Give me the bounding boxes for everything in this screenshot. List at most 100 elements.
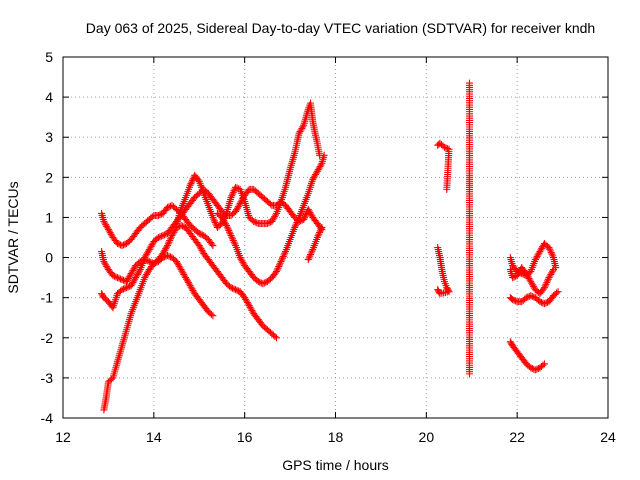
y-tick-label: 4 — [45, 89, 53, 105]
data-point-marker — [226, 228, 234, 236]
x-tick-label: 20 — [419, 429, 435, 445]
data-point-marker — [115, 240, 123, 248]
data-point-marker — [254, 278, 262, 286]
data-point-marker — [121, 284, 129, 292]
data-point-marker — [160, 231, 168, 239]
data-point-marker — [210, 217, 218, 225]
data-point-marker — [273, 266, 281, 274]
data-point-marker — [228, 192, 236, 200]
data-point-marker — [123, 284, 131, 292]
data-point-marker — [209, 213, 217, 221]
data-point-marker — [229, 284, 237, 292]
data-point-marker — [222, 211, 230, 219]
data-point-marker — [145, 258, 153, 266]
data-point-marker — [318, 223, 326, 231]
data-point-marker — [275, 263, 283, 271]
data-point-marker — [110, 272, 118, 280]
series-track-a — [98, 201, 217, 250]
data-point-marker — [291, 223, 299, 231]
data-point-marker — [304, 256, 312, 264]
data-point-marker — [281, 249, 289, 257]
data-point-marker — [118, 286, 126, 294]
data-marks — [98, 79, 562, 414]
data-point-marker — [512, 297, 520, 305]
data-point-marker — [543, 277, 551, 285]
data-point-marker — [225, 226, 233, 234]
data-point-marker — [177, 221, 185, 229]
data-point-marker — [524, 293, 532, 301]
data-point-marker — [207, 310, 215, 318]
y-axis-label: SDTVAR / TECUs — [5, 181, 21, 293]
data-point-marker — [546, 245, 554, 253]
y-tick-label: 3 — [45, 129, 53, 145]
data-point-marker — [522, 294, 530, 302]
data-point-marker — [109, 272, 117, 280]
data-point-marker — [229, 235, 237, 243]
data-point-marker — [528, 292, 536, 300]
data-point-marker — [308, 247, 316, 255]
y-tick-label: -3 — [41, 370, 54, 386]
y-tick-label: 5 — [45, 49, 53, 65]
data-point-marker — [305, 254, 313, 262]
data-point-marker — [317, 225, 325, 233]
data-point-marker — [542, 299, 550, 307]
data-point-marker — [231, 240, 239, 248]
data-point-marker — [227, 193, 235, 201]
data-point-marker — [228, 233, 236, 241]
data-point-marker — [118, 242, 126, 250]
data-point-marker — [259, 280, 267, 288]
x-tick-label: 16 — [237, 429, 253, 445]
data-point-marker — [531, 366, 539, 374]
data-point-marker — [256, 278, 264, 286]
y-tick-label: 2 — [45, 169, 53, 185]
data-point-marker — [527, 364, 535, 372]
data-point-marker — [307, 251, 315, 259]
y-tick-label: 1 — [45, 209, 53, 225]
data-point-marker — [316, 228, 324, 236]
data-point-marker — [540, 360, 548, 368]
data-point-marker — [148, 213, 156, 221]
data-point-marker — [211, 218, 219, 226]
series-track-l — [506, 264, 557, 298]
data-point-marker — [229, 188, 237, 196]
data-point-marker — [279, 254, 287, 262]
data-point-marker — [144, 257, 152, 265]
data-point-marker — [317, 161, 325, 169]
data-point-marker — [279, 253, 287, 261]
data-point-marker — [548, 250, 556, 258]
chart-title: Day 063 of 2025, Sidereal Day-to-day VTE… — [86, 20, 595, 36]
data-point-marker — [209, 242, 217, 250]
data-point-marker — [509, 296, 517, 304]
data-point-marker — [536, 298, 544, 306]
data-point-marker — [272, 211, 280, 219]
data-point-marker — [165, 238, 173, 246]
x-tick-label: 14 — [146, 429, 162, 445]
data-point-marker — [163, 203, 171, 211]
data-point-marker — [188, 178, 196, 186]
data-point-marker — [271, 332, 279, 340]
plot-frame — [62, 56, 609, 419]
data-point-marker — [301, 212, 309, 220]
y-tick-label: -2 — [41, 330, 54, 346]
data-point-marker — [186, 181, 194, 189]
data-point-marker — [124, 283, 132, 291]
data-point-marker — [194, 176, 202, 184]
data-point-marker — [135, 267, 143, 275]
series-track-e — [173, 99, 324, 231]
data-point-marker — [527, 292, 535, 300]
y-tick-label: -4 — [41, 410, 54, 426]
data-point-marker — [166, 202, 174, 210]
data-point-marker — [277, 258, 285, 266]
data-point-marker — [156, 233, 164, 241]
data-point-marker — [232, 286, 240, 294]
data-point-marker — [163, 242, 171, 250]
data-point-marker — [251, 218, 259, 226]
data-point-marker — [441, 143, 448, 151]
data-point-marker — [549, 267, 557, 275]
data-point-marker — [546, 247, 554, 255]
data-point-marker — [227, 284, 235, 292]
data-point-marker — [306, 252, 314, 260]
data-point-marker — [222, 220, 230, 228]
data-point-marker — [223, 223, 231, 231]
